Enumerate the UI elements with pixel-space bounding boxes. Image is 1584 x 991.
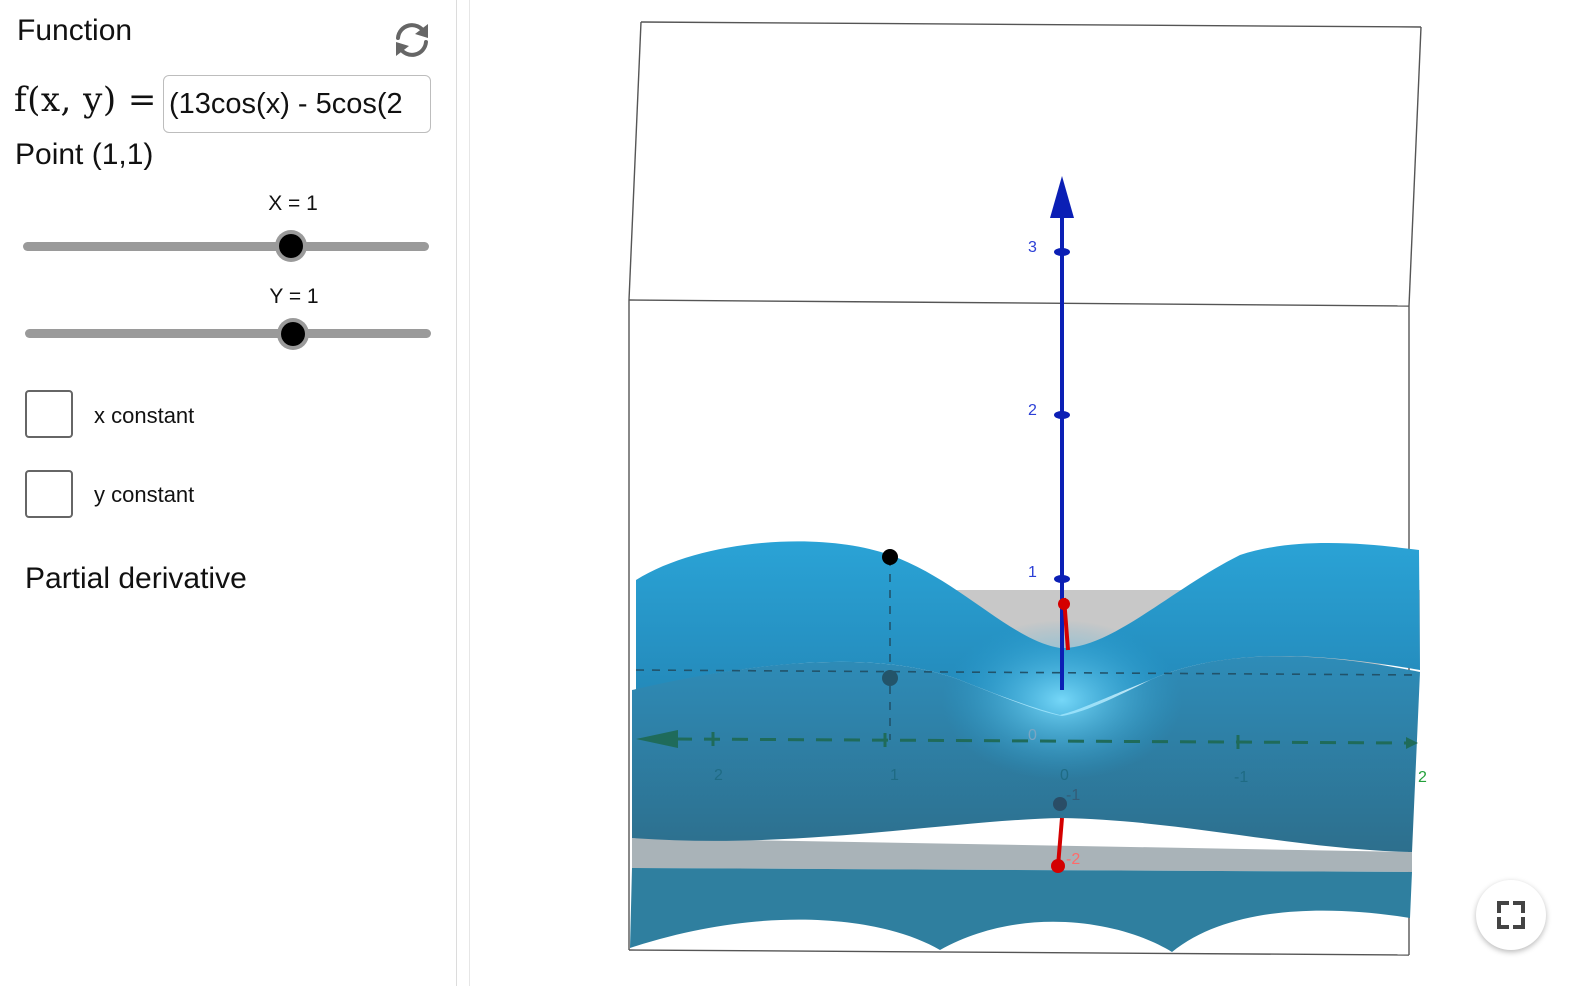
z-tick-label: -1 xyxy=(1066,787,1080,804)
slider-y-label: Y = 1 xyxy=(269,285,319,308)
z-tick-label: 0 xyxy=(1028,727,1037,744)
surface-bottom-layer xyxy=(630,868,1412,952)
reference-lines xyxy=(635,558,1421,740)
function-label: f(x, y) = xyxy=(14,80,157,120)
x-constant-checkbox[interactable] xyxy=(25,390,73,438)
x-axis xyxy=(636,730,1418,749)
surface-point[interactable] xyxy=(882,549,898,565)
z-tick-label: 1 xyxy=(1028,564,1037,581)
slider-x-handle[interactable] xyxy=(279,234,303,258)
function-input[interactable]: (13cos(x) - 5cos(2 xyxy=(163,75,431,133)
surface-top-layer xyxy=(636,541,1420,715)
fullscreen-button[interactable] xyxy=(1476,880,1546,950)
function-title: Function xyxy=(17,14,133,47)
x-tick-label: -1 xyxy=(1234,769,1248,786)
x-tick-label: 0 xyxy=(1060,767,1069,784)
y-constant-checkbox[interactable] xyxy=(25,470,73,518)
y-constant-label: y constant xyxy=(94,482,195,507)
z-axis xyxy=(1050,176,1074,690)
z-tick-label: 3 xyxy=(1028,239,1037,256)
z-tick-label: -2 xyxy=(1066,851,1080,868)
fullscreen-icon xyxy=(1497,901,1525,929)
projection-point[interactable] xyxy=(882,670,898,686)
refresh-icon[interactable] xyxy=(388,16,436,64)
slider-y-handle[interactable] xyxy=(281,322,305,346)
slider-y-track[interactable] xyxy=(25,329,431,338)
x-tick-label: 2 xyxy=(714,767,723,784)
x-constant-label: x constant xyxy=(94,403,195,428)
slider-x-track[interactable] xyxy=(23,242,429,251)
derivative-vector xyxy=(1051,597,1070,873)
z-tick-label: 2 xyxy=(1028,402,1037,419)
3d-scene[interactable]: 3 2 1 0 -1 -2 2 1 0 -1 2 xyxy=(471,0,1584,986)
y-axis-end-label: 2 xyxy=(1418,769,1427,786)
z-axis-point xyxy=(1053,797,1067,811)
surface-highlight xyxy=(942,620,1182,780)
partial-derivative-title: Partial derivative xyxy=(25,562,247,595)
side-panel: Function f(x, y) = (13cos(x) - 5cos(2 Po… xyxy=(0,0,456,986)
point-label: Point (1,1) xyxy=(15,138,154,171)
slider-x-label: X = 1 xyxy=(268,192,318,215)
x-tick-label: 1 xyxy=(890,767,899,784)
graphics-3d-view[interactable]: 3 2 1 0 -1 -2 2 1 0 -1 2 xyxy=(471,0,1584,986)
panel-divider[interactable] xyxy=(456,0,470,986)
tangent-plane-bottom xyxy=(632,838,1412,872)
